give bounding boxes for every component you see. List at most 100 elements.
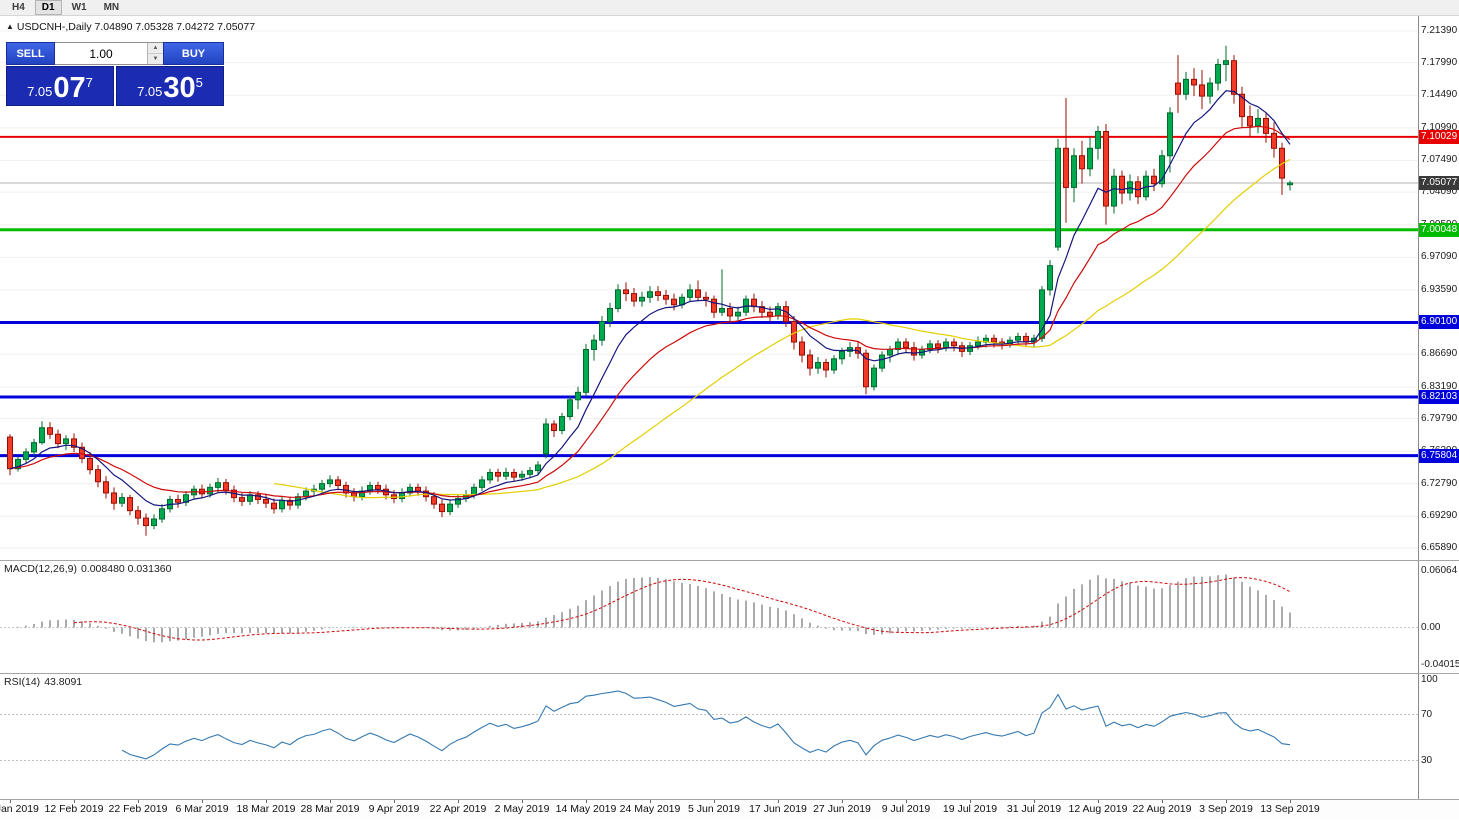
hline-price-tag[interactable]: 6.75804 (1419, 449, 1459, 463)
symbol-ohlc-text: USDCNH-,Daily 7.04890 7.05328 7.04272 7.… (16, 21, 256, 33)
date-label: 13 Sep 2019 (1260, 803, 1320, 815)
sell-price-prefix: 7.05 (27, 84, 53, 99)
axis-scale-label: 6.79790 (1421, 413, 1458, 424)
date-tick (650, 800, 651, 803)
date-label: 9 Jul 2019 (881, 803, 931, 815)
date-tick (970, 800, 971, 803)
axis-scale-label: 6.69290 (1421, 510, 1458, 521)
collapse-trade-panel-icon[interactable]: ▲ (6, 22, 14, 31)
date-tick (138, 800, 139, 803)
hline-price-tag[interactable]: 7.00048 (1419, 223, 1459, 237)
axis-scale-label: 0.06064 (1421, 565, 1458, 576)
date-label: 22 Aug 2019 (1132, 803, 1192, 815)
axis-scale-label: 7.14490 (1421, 89, 1458, 100)
axis-scale-label: 100 (1421, 674, 1438, 685)
main-chart-pane: 7.21390 7.17990 7.14490 7.10990 7.07490 7.040… (0, 16, 1459, 560)
timeframe-toolbar: H4 D1 W1 MN (0, 0, 1459, 16)
lot-size-input[interactable] (55, 43, 147, 64)
axis-scale-label: 6.97090 (1421, 251, 1458, 262)
date-label: 28 Mar 2019 (300, 803, 360, 815)
axis-scale-label: 7.04090 (1421, 186, 1458, 197)
date-tick (778, 800, 779, 803)
date-label: 24 May 2019 (619, 803, 681, 815)
macd-label: MACD(12,26,9) 0.008480 0.031360 (4, 563, 172, 575)
timeframe-button-h4[interactable]: H4 (12, 2, 25, 13)
lot-spinner: ▲ ▼ (147, 43, 163, 64)
buy-price-big: 30 (163, 72, 196, 104)
symbol-ohlc-readout: ▲ USDCNH-,Daily 7.04890 7.05328 7.04272 7… (6, 21, 255, 33)
macd-indicator-pane: 0.06064 0.00 -0.04015 MACD(12,26,9) 0.00848… (0, 560, 1459, 673)
rsi-indicator-pane: 100 70 30 RSI(14) 43.8091 (0, 673, 1459, 799)
timeframe-button-d1[interactable]: D1 (34, 0, 62, 15)
lot-increase-button[interactable]: ▲ (148, 43, 163, 54)
date-tick (842, 800, 843, 803)
rsi-chart[interactable] (0, 674, 1418, 799)
axis-scale-label: 6.83190 (1421, 381, 1458, 392)
date-label: 12 Feb 2019 (44, 803, 104, 815)
date-axis[interactable]: 31 Jan 2019 12 Feb 2019 22 Feb 2019 6 Mar 2… (0, 799, 1459, 819)
candlestick-chart[interactable] (0, 16, 1418, 560)
axis-scale-label: 30 (1421, 755, 1433, 766)
sell-button[interactable]: SELL (6, 42, 55, 65)
date-tick (586, 800, 587, 803)
date-tick (202, 800, 203, 803)
date-tick (714, 800, 715, 803)
axis-scale-label: 70 (1421, 709, 1433, 720)
sell-price-sup: 7 (85, 75, 93, 90)
axis-scale-label: -0.04015 (1421, 659, 1459, 670)
sell-price-big: 07 (53, 72, 86, 104)
axis-scale-label: 6.65890 (1421, 542, 1458, 553)
axis-scale-label: 7.21390 (1421, 25, 1458, 36)
date-tick (522, 800, 523, 803)
axis-scale-label: 7.07490 (1421, 154, 1458, 165)
date-tick (1290, 800, 1291, 803)
date-label: 22 Feb 2019 (108, 803, 168, 815)
axis-scale-label: 6.86690 (1421, 348, 1458, 359)
hline-price-tag[interactable]: 6.90100 (1419, 315, 1459, 329)
sell-price-display[interactable]: 7.05 07 7 (6, 66, 114, 106)
date-tick (906, 800, 907, 803)
date-tick (1098, 800, 1099, 803)
macd-chart[interactable] (0, 561, 1418, 673)
date-label: 19 Jul 2019 (942, 803, 998, 815)
buy-button[interactable]: BUY (163, 42, 224, 65)
date-tick (74, 800, 75, 803)
timeframe-button-w1[interactable]: W1 (71, 2, 87, 13)
price-axis[interactable]: 7.21390 7.17990 7.14490 7.10990 7.07490 7.040… (1418, 16, 1459, 560)
axis-scale-label: 7.10990 (1421, 122, 1458, 133)
date-tick (330, 800, 331, 803)
bid-price-tag[interactable]: 7.05077 (1419, 176, 1459, 190)
date-label: 31 Jan 2019 (0, 803, 39, 815)
date-label: 18 Mar 2019 (236, 803, 296, 815)
axis-scale-label: 6.93590 (1421, 284, 1458, 295)
date-label: 5 Jun 2019 (688, 803, 740, 815)
axis-scale-label: 0.00 (1421, 622, 1441, 633)
date-label: 17 Jun 2019 (749, 803, 807, 815)
date-tick (1034, 800, 1035, 803)
date-label: 14 May 2019 (555, 803, 617, 815)
lot-size-field: ▲ ▼ (55, 42, 163, 65)
axis-scale-label: 6.72790 (1421, 478, 1458, 489)
date-tick (458, 800, 459, 803)
date-label: 31 Jul 2019 (1006, 803, 1062, 815)
timeframe-button-mn[interactable]: MN (103, 2, 120, 13)
date-label: 12 Aug 2019 (1068, 803, 1128, 815)
date-tick (1162, 800, 1163, 803)
rsi-axis[interactable]: 100 70 30 (1418, 674, 1459, 799)
lot-decrease-button[interactable]: ▼ (148, 54, 163, 64)
date-label: 6 Mar 2019 (175, 803, 229, 815)
candles (7, 45, 1293, 536)
date-label: 3 Sep 2019 (1199, 803, 1253, 815)
buy-price-display[interactable]: 7.05 30 5 (116, 66, 224, 106)
axis-scale-label: 7.17990 (1421, 57, 1458, 68)
hline-price-tag[interactable]: 7.10029 (1419, 130, 1459, 144)
macd-axis[interactable]: 0.06064 0.00 -0.04015 (1418, 561, 1459, 673)
hline-price-tag[interactable]: 6.82103 (1419, 390, 1459, 404)
rsi-label: RSI(14) 43.8091 (4, 676, 83, 688)
date-tick (1226, 800, 1227, 803)
date-tick (266, 800, 267, 803)
date-label: 27 Jun 2019 (813, 803, 871, 815)
date-label: 22 Apr 2019 (429, 803, 487, 815)
